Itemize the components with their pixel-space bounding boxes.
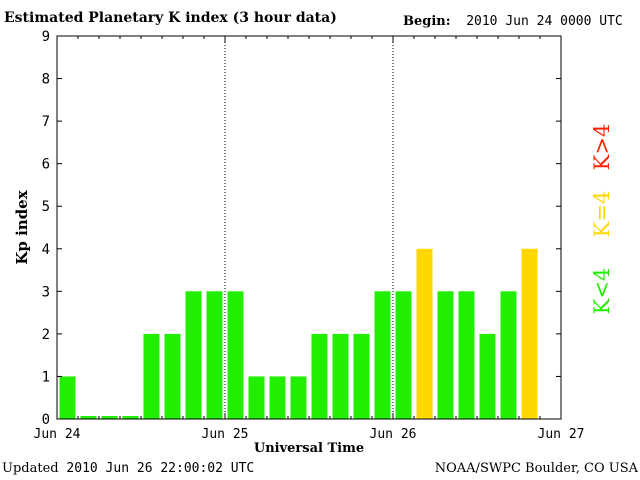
begin-date: Begin: 2010 Jun 24 0000 UTC (403, 14, 623, 29)
chart-title: Estimated Planetary K index (3 hour data… (4, 10, 337, 26)
x-tick-label: Jun 27 (538, 427, 585, 442)
kp-bar (164, 333, 181, 419)
kp-bar (206, 291, 223, 419)
y-tick-label: 2 (42, 327, 50, 343)
kp-bar (500, 291, 517, 419)
kp-bar (353, 333, 370, 419)
kp-bar (269, 376, 286, 419)
kp-bar (227, 291, 244, 419)
y-axis-title: Kp index (13, 189, 31, 264)
x-tick-label: Jun 26 (370, 427, 417, 442)
kp-bar (479, 333, 496, 419)
kp-bar (374, 291, 391, 419)
kp-bar (521, 248, 538, 419)
y-tick-label: 1 (42, 369, 50, 385)
kp-bar (395, 291, 412, 419)
y-tick-label: 8 (42, 72, 50, 88)
x-tick-label: Jun 25 (202, 427, 249, 442)
x-tick-label: Jun 24 (34, 427, 81, 442)
kp-bar (248, 376, 265, 419)
kp-bar (101, 416, 118, 419)
y-tick-label: 3 (42, 284, 50, 300)
credit-text: NOAA/SWPC Boulder, CO USA (434, 461, 638, 476)
updated-timestamp: Updated 2010 Jun 26 22:00:02 UTC (2, 461, 254, 476)
y-tick-label: 5 (42, 199, 50, 215)
y-tick-label: 6 (42, 157, 50, 173)
y-tick-label: 0 (42, 412, 50, 428)
kp-bar (416, 248, 433, 419)
kp-bar (458, 291, 475, 419)
kp-bar (59, 376, 76, 419)
kp-bar (290, 376, 307, 419)
kp-bar (143, 333, 160, 419)
kp-bar (437, 291, 454, 419)
updated-value: 2010 Jun 26 22:00:02 UTC (66, 461, 255, 476)
kp-bar (122, 416, 139, 419)
kp-bar (80, 416, 97, 419)
begin-label: Begin: (403, 14, 451, 29)
kp-bar (332, 333, 349, 419)
x-axis-title: Universal Time (254, 441, 364, 456)
legend-entry: K>4 (590, 124, 614, 171)
kp-bar (185, 291, 202, 419)
updated-label: Updated (2, 461, 59, 476)
y-tick-label: 7 (42, 114, 50, 130)
y-tick-label: 9 (42, 29, 50, 45)
y-tick-label: 4 (42, 242, 50, 258)
kp-bar (311, 333, 328, 419)
legend-entry: K=4 (590, 191, 614, 238)
begin-value: 2010 Jun 24 0000 UTC (466, 14, 623, 29)
legend-entry: K<4 (590, 268, 614, 315)
